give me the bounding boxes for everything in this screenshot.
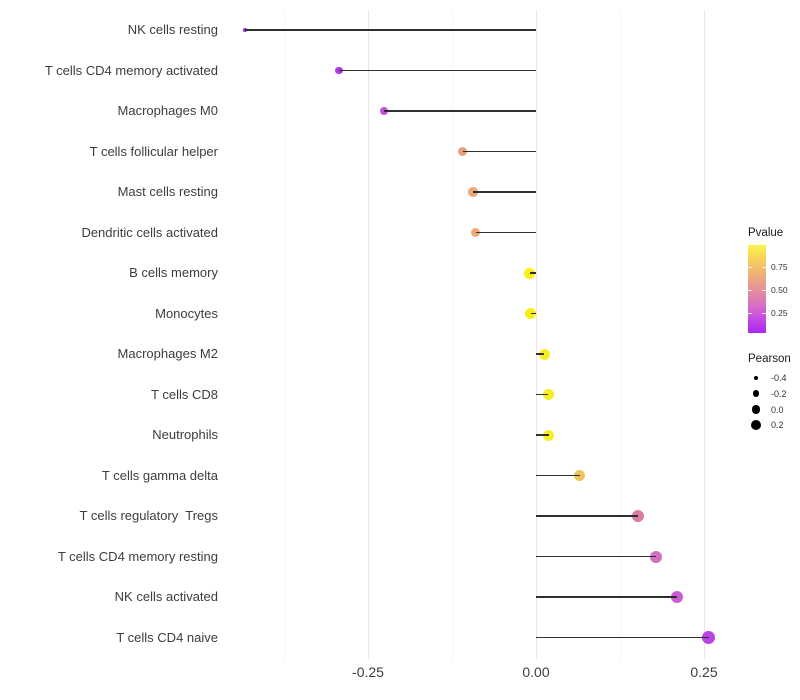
lollipop-stem: [536, 353, 545, 355]
gridline-minor: [283, 10, 285, 659]
pvalue-tick-label: 0.50: [771, 285, 788, 296]
x-axis-tick-label: -0.25: [352, 664, 384, 680]
y-axis-label: B cells memory: [129, 265, 218, 280]
gridline-major: [703, 10, 705, 659]
pearson-size-label: 0.0: [771, 404, 784, 415]
y-axis-label: NK cells activated: [114, 589, 218, 604]
pvalue-tick-mark: [748, 267, 752, 268]
lollipop-stem: [384, 110, 536, 112]
lollipop-dot: [670, 590, 684, 604]
lollipop-stem: [529, 272, 536, 274]
pvalue-legend-title: Pvalue: [748, 227, 784, 239]
lollipop-stem: [245, 29, 536, 31]
pvalue-tick-label: 0.75: [771, 262, 788, 272]
pvalue-tick-mark: [748, 313, 752, 315]
lollipop-stem: [536, 474, 580, 477]
lollipop-dot: [543, 429, 555, 441]
y-axis-label: NK cells resting: [127, 22, 218, 37]
pearson-size-dot: [753, 375, 759, 381]
gridline-major: [367, 10, 369, 659]
lollipop-dot: [470, 227, 481, 238]
lollipop-stem: [536, 515, 639, 517]
y-axis-label: Macrophages M0: [117, 103, 218, 118]
y-axis-label: T cells follicular helper: [89, 143, 218, 159]
pvalue-tick-mark: [762, 313, 766, 315]
lollipop-stem: [536, 434, 549, 436]
pearson-size-label: 0.2: [771, 420, 784, 431]
lollipop-stem: [472, 191, 536, 193]
lollipop-stem: [536, 555, 657, 558]
lollipop-stem: [462, 150, 536, 153]
lollipop-stem: [339, 69, 536, 72]
pvalue-tick-mark: [762, 290, 766, 292]
y-axis-label: T cells gamma delta: [101, 467, 218, 483]
pearson-size-dot: [751, 420, 761, 431]
y-axis-label: T cells CD4 memory activated: [44, 62, 218, 78]
lollipop-dot: [379, 106, 389, 116]
y-axis-label: T cells regulatory Tregs: [79, 508, 218, 523]
gridline-major: [535, 10, 537, 659]
lollipop-stem: [536, 596, 678, 598]
lollipop-dot: [538, 348, 550, 360]
lollipop-stem: [530, 312, 536, 315]
pvalue-tick-mark: [748, 290, 752, 292]
gridline-minor: [619, 10, 621, 659]
x-axis-tick-label: 0.25: [690, 664, 718, 680]
y-axis-label: Monocytes: [155, 305, 218, 321]
pearson-size-label: -0.2: [771, 388, 787, 399]
y-axis-label: Mast cells resting: [117, 184, 218, 199]
y-axis-label: T cells CD8: [151, 386, 218, 402]
y-axis-label: Neutrophils: [152, 427, 218, 442]
pearson-size-label: -0.4: [771, 373, 787, 383]
lollipop-dot: [542, 389, 554, 400]
y-axis-label: T cells CD4 memory resting: [57, 548, 218, 564]
pvalue-tick-mark: [762, 267, 766, 268]
pearson-size-dot: [752, 390, 760, 398]
y-axis-label: Dendritic cells activated: [81, 224, 218, 240]
x-axis-tick-label: 0.00: [522, 664, 550, 680]
lollipop-stem: [536, 393, 549, 396]
lollipop-dot: [458, 146, 468, 157]
lollipop-dot: [467, 187, 478, 197]
lollipop-stem: [475, 231, 536, 234]
pearson-legend-title: Pearson: [748, 353, 791, 365]
lollipop-dot: [632, 510, 645, 522]
gridline-minor: [451, 10, 453, 659]
lollipop-dot: [243, 28, 247, 32]
y-axis-label: T cells CD4 naive: [116, 629, 218, 645]
lollipop-stem: [536, 636, 709, 639]
pvalue-gradient-bar: [748, 245, 766, 333]
y-axis-label: Macrophages M2: [117, 346, 218, 361]
pearson-size-dot: [751, 405, 761, 414]
lollipop-dot: [650, 550, 663, 563]
pvalue-tick-label: 0.25: [771, 308, 788, 319]
